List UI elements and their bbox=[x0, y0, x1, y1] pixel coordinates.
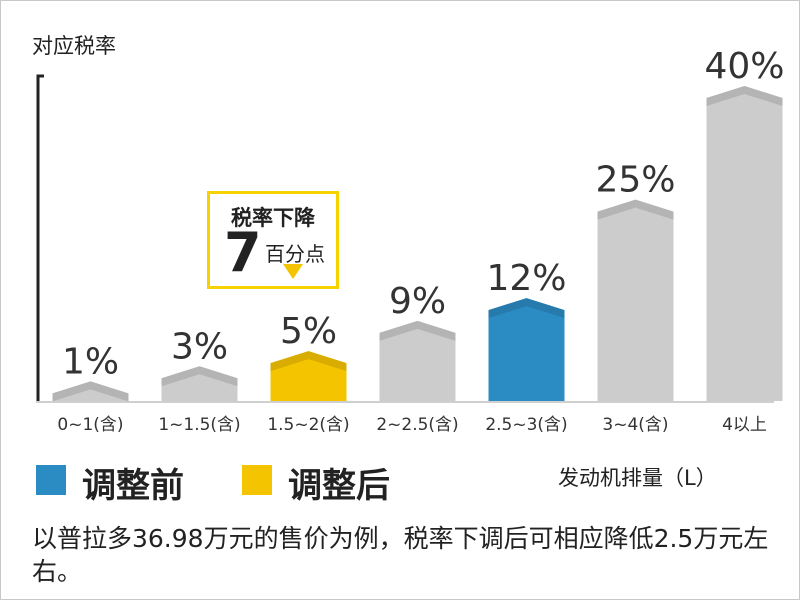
legend-swatch-after bbox=[242, 465, 272, 495]
tick-label: 0~1(含) bbox=[57, 415, 123, 435]
value-label: 3% bbox=[171, 326, 228, 367]
legend-swatch-before bbox=[36, 465, 66, 495]
bar-cap bbox=[597, 199, 674, 220]
value-label: 25% bbox=[595, 160, 675, 201]
tick-label: 3~4(含) bbox=[602, 415, 668, 435]
bar-2 bbox=[270, 351, 347, 401]
legend-label-before: 调整前 bbox=[82, 466, 184, 506]
bar-0 bbox=[52, 381, 129, 402]
bar-6 bbox=[706, 86, 783, 401]
tick-label: 1.5~2(含) bbox=[267, 415, 349, 435]
y-axis-label: 对应税率 bbox=[32, 34, 116, 58]
bar-body bbox=[379, 320, 456, 401]
bar-1 bbox=[161, 366, 238, 401]
tick-label: 1~1.5(含) bbox=[158, 415, 240, 435]
chart-bars bbox=[52, 86, 783, 402]
bar-body bbox=[597, 199, 674, 401]
bar-body bbox=[706, 86, 783, 401]
chart-axes bbox=[36, 74, 774, 403]
tax-drop-callout: 税率下降 7 百分点 bbox=[207, 191, 339, 289]
y-axis-line bbox=[36, 74, 44, 401]
value-label: 5% bbox=[280, 311, 337, 352]
x-axis-title: 发动机排量（L） bbox=[558, 466, 717, 490]
bar-cap bbox=[52, 381, 129, 402]
bar-cap bbox=[488, 298, 565, 319]
callout-unit: 百分点 bbox=[265, 242, 325, 266]
legend-label-after: 调整后 bbox=[288, 466, 390, 506]
chart-value-labels: 1% 3% 5% 9% 12% 25% 40% bbox=[62, 46, 785, 382]
footnote-text: 以普拉多36.98万元的售价为例，税率下调后可相应降低2.5万元左右。 bbox=[32, 524, 769, 586]
bar-cap bbox=[161, 366, 238, 387]
value-label: 9% bbox=[389, 281, 446, 322]
value-label: 12% bbox=[486, 258, 566, 299]
bar-body bbox=[488, 298, 565, 401]
tick-label: 4以上 bbox=[722, 415, 767, 435]
tick-label: 2~2.5(含) bbox=[376, 415, 458, 435]
tick-label: 2.5~3(含) bbox=[485, 415, 567, 435]
bar-cap bbox=[706, 86, 783, 106]
callout-title: 税率下降 bbox=[231, 206, 315, 230]
bar-cap bbox=[270, 351, 347, 372]
bar-4 bbox=[488, 298, 565, 401]
callout-number: 7 bbox=[224, 221, 262, 284]
bar-body bbox=[52, 381, 129, 401]
down-arrow-icon bbox=[283, 264, 303, 279]
value-label: 1% bbox=[62, 341, 119, 382]
chart-tick-labels: 0~1(含) 1~1.5(含) 1.5~2(含) 2~2.5(含) 2.5~3(含) 3~… bbox=[57, 415, 766, 435]
bar-5 bbox=[597, 199, 674, 401]
bar-3 bbox=[379, 320, 456, 401]
value-label: 40% bbox=[704, 46, 784, 87]
bar-cap bbox=[379, 320, 456, 341]
